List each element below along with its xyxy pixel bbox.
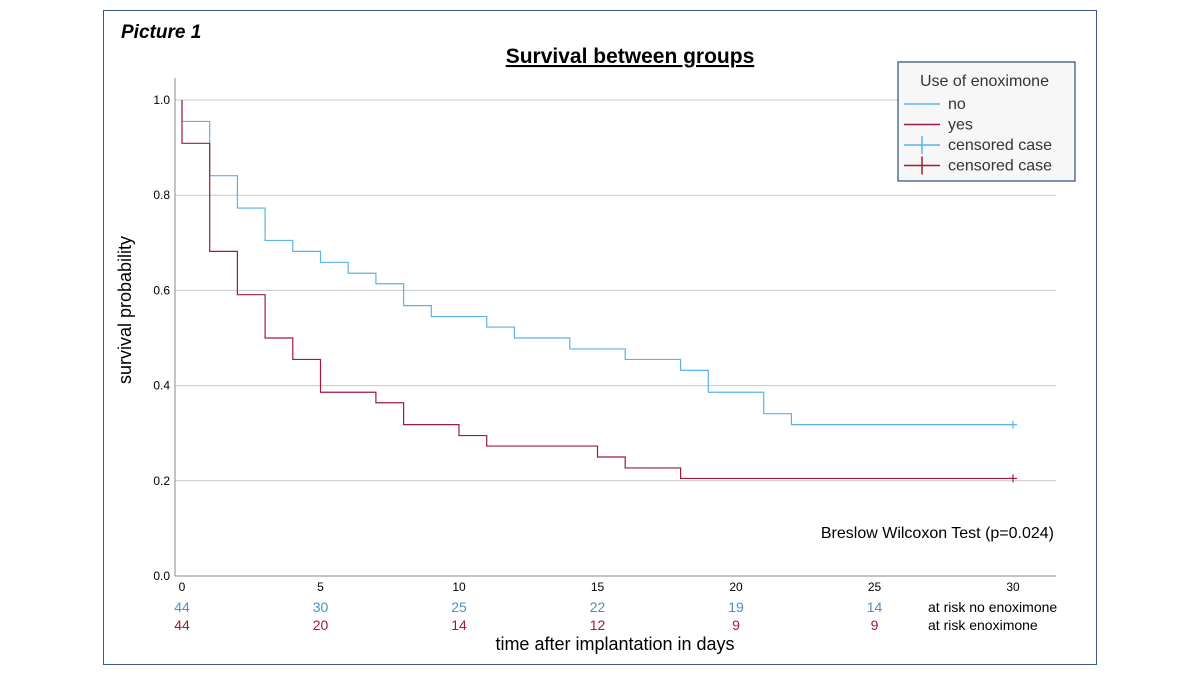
x-tick-label: 0 bbox=[179, 580, 186, 594]
at-risk-value: 44 bbox=[174, 617, 190, 633]
legend-label: no bbox=[948, 96, 966, 113]
legend-item: censored case bbox=[904, 156, 1052, 175]
at-risk-value: 30 bbox=[313, 599, 329, 615]
at-risk-label: at risk no enoximone bbox=[928, 599, 1057, 615]
at-risk-value: 9 bbox=[732, 617, 740, 633]
legend-title: Use of enoximone bbox=[920, 73, 1049, 90]
at-risk-label: at risk enoximone bbox=[928, 617, 1038, 633]
y-tick-label: 0.2 bbox=[153, 474, 170, 488]
at-risk-value: 12 bbox=[590, 617, 606, 633]
y-tick-label: 1.0 bbox=[153, 93, 170, 107]
x-tick-label: 20 bbox=[729, 580, 743, 594]
at-risk-value: 20 bbox=[313, 617, 329, 633]
censored-mark-yes bbox=[1009, 474, 1017, 483]
figure-frame bbox=[103, 10, 1097, 665]
legend-label: yes bbox=[948, 117, 973, 134]
legend-item: censored case bbox=[904, 136, 1052, 154]
y-axis-label: survival probability bbox=[115, 236, 135, 384]
test-annotation: Breslow Wilcoxon Test (p=0.024) bbox=[821, 525, 1054, 542]
at-risk-value: 44 bbox=[174, 599, 190, 615]
survival-line-yes bbox=[181, 100, 1013, 480]
at-risk-value: 25 bbox=[451, 599, 467, 615]
at-risk-value: 14 bbox=[867, 599, 883, 615]
y-tick-label: 0.8 bbox=[153, 188, 170, 202]
at-risk-value: 9 bbox=[871, 617, 879, 633]
chart-title: Survival between groups bbox=[506, 45, 755, 68]
legend-label: censored case bbox=[948, 158, 1052, 175]
at-risk-value: 22 bbox=[590, 599, 606, 615]
legend-item: no bbox=[904, 96, 966, 113]
legend-box bbox=[897, 61, 1076, 182]
y-tick-label: 0.0 bbox=[153, 569, 170, 583]
y-tick-label: 0.4 bbox=[153, 379, 170, 393]
x-tick-label: 15 bbox=[591, 580, 605, 594]
x-tick-label: 5 bbox=[317, 580, 324, 594]
survival-line-no bbox=[181, 100, 1013, 426]
legend-label: censored case bbox=[948, 137, 1052, 154]
x-tick-label: 30 bbox=[1006, 580, 1020, 594]
x-tick-label: 25 bbox=[868, 580, 882, 594]
x-axis-label: time after implantation in days bbox=[495, 634, 734, 654]
x-tick-label: 10 bbox=[452, 580, 466, 594]
y-tick-label: 0.6 bbox=[153, 283, 170, 297]
figure-label: Picture 1 bbox=[121, 22, 202, 43]
at-risk-value: 19 bbox=[728, 599, 744, 615]
at-risk-value: 14 bbox=[451, 617, 467, 633]
censored-mark-no bbox=[1009, 420, 1017, 429]
legend-item: yes bbox=[904, 117, 973, 134]
